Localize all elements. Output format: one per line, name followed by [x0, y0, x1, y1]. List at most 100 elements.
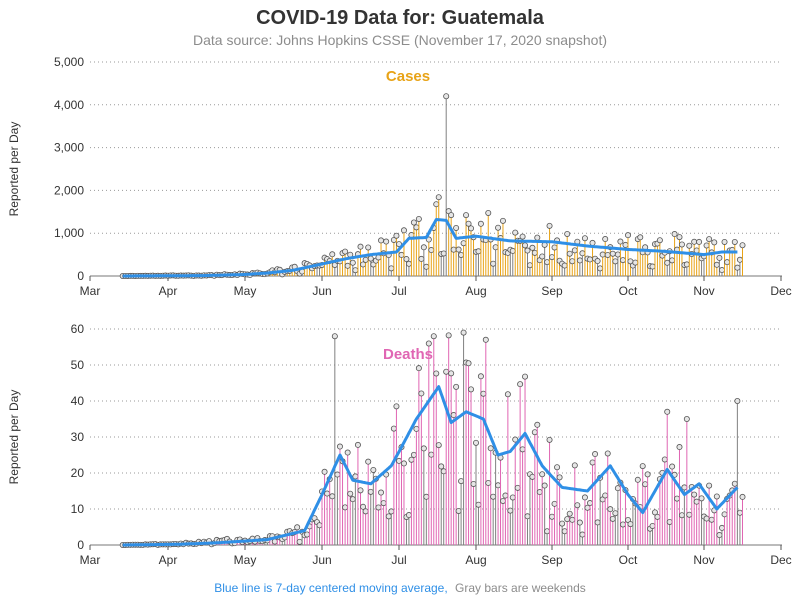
daily-point	[440, 468, 447, 475]
daily-point	[445, 332, 452, 339]
daily-point	[512, 229, 519, 236]
x-tick-label: Jul	[391, 284, 406, 298]
daily-point	[534, 421, 541, 428]
daily-point	[477, 220, 484, 227]
y-tick-label: 1,000	[54, 226, 84, 240]
daily-point	[544, 528, 551, 535]
daily-point	[602, 492, 609, 499]
daily-point	[546, 222, 553, 229]
daily-point	[365, 244, 372, 251]
daily-point	[676, 444, 683, 451]
daily-point	[304, 531, 311, 538]
daily-point	[569, 258, 576, 265]
daily-point	[418, 255, 425, 262]
daily-point	[612, 258, 619, 265]
daily-point	[507, 507, 514, 514]
daily-point	[609, 250, 616, 257]
daily-point	[541, 482, 548, 489]
footnote-blue: Blue line is 7-day centered moving avera…	[214, 581, 447, 595]
daily-point	[423, 263, 430, 270]
daily-point	[380, 500, 387, 507]
daily-point	[344, 262, 351, 269]
deaths-panel: 0 10 20 30 40 50 60 Mar Apr May Jun Jul Aug Sep Oct Nov…	[7, 322, 792, 567]
daily-point	[395, 457, 402, 464]
daily-point	[678, 241, 685, 248]
daily-point	[357, 243, 364, 250]
daily-point	[458, 478, 465, 485]
daily-point	[485, 209, 492, 216]
daily-point	[604, 450, 611, 457]
daily-point	[465, 360, 472, 367]
daily-point	[453, 224, 460, 231]
daily-point	[367, 255, 374, 262]
daily-point	[619, 521, 626, 528]
daily-point	[531, 429, 538, 436]
daily-point	[529, 244, 536, 251]
daily-point	[475, 501, 482, 508]
daily-point	[627, 521, 634, 528]
daily-point	[428, 247, 435, 254]
daily-point	[556, 474, 563, 481]
daily-point	[529, 473, 536, 480]
daily-point	[509, 494, 516, 501]
daily-point	[502, 492, 509, 499]
daily-point	[564, 230, 571, 237]
daily-point	[418, 390, 425, 397]
x-tick-label: Jul	[391, 553, 406, 567]
x-tick-label: Jun	[312, 553, 331, 567]
daily-point	[736, 509, 743, 516]
daily-point	[458, 251, 465, 258]
daily-point	[566, 250, 573, 257]
x-tick-label: Jun	[312, 284, 331, 298]
daily-point	[354, 441, 361, 448]
daily-point	[634, 476, 641, 483]
daily-point	[713, 493, 720, 500]
y-tick-label: 60	[71, 322, 85, 336]
daily-point	[517, 381, 524, 388]
daily-point	[581, 494, 588, 501]
x-tick-label: Aug	[465, 284, 486, 298]
daily-point	[594, 258, 601, 265]
chart-subtitle: Data source: Johns Hopkins CSSE (Novembe…	[193, 32, 607, 48]
daily-point	[711, 239, 718, 246]
daily-point	[625, 232, 632, 239]
daily-point	[549, 254, 556, 261]
daily-point	[614, 251, 621, 258]
daily-point	[400, 460, 407, 467]
daily-point	[731, 238, 738, 245]
daily-point	[674, 495, 681, 502]
daily-point	[678, 512, 685, 519]
daily-point	[357, 487, 364, 494]
x-tick-label: Oct	[619, 284, 638, 298]
daily-point	[440, 250, 447, 257]
daily-point	[706, 236, 713, 243]
daily-point	[460, 329, 467, 336]
daily-point	[400, 227, 407, 234]
daily-point	[362, 508, 369, 515]
daily-point	[693, 498, 700, 505]
moving-average-line	[122, 385, 739, 547]
daily-point	[734, 264, 741, 271]
daily-point	[378, 237, 385, 244]
daily-point	[504, 391, 511, 398]
daily-point	[477, 373, 484, 380]
daily-point	[637, 234, 644, 241]
daily-point	[430, 333, 437, 340]
series-title: Cases	[386, 68, 430, 85]
x-tick-label: Apr	[159, 553, 178, 567]
daily-point	[524, 247, 531, 254]
footnote-gray: Gray bars are weekends	[455, 581, 586, 595]
daily-point	[597, 265, 604, 272]
daily-point	[362, 256, 369, 263]
daily-point	[316, 522, 323, 529]
daily-point	[649, 263, 656, 270]
daily-point	[554, 464, 561, 471]
x-tick-label: Apr	[159, 284, 178, 298]
x-tick-label: Sep	[541, 553, 563, 567]
daily-point	[666, 518, 673, 525]
daily-point	[375, 254, 382, 261]
daily-point	[739, 493, 746, 500]
y-tick-label: 0	[77, 538, 84, 552]
daily-point	[388, 265, 395, 272]
daily-point	[622, 241, 629, 248]
